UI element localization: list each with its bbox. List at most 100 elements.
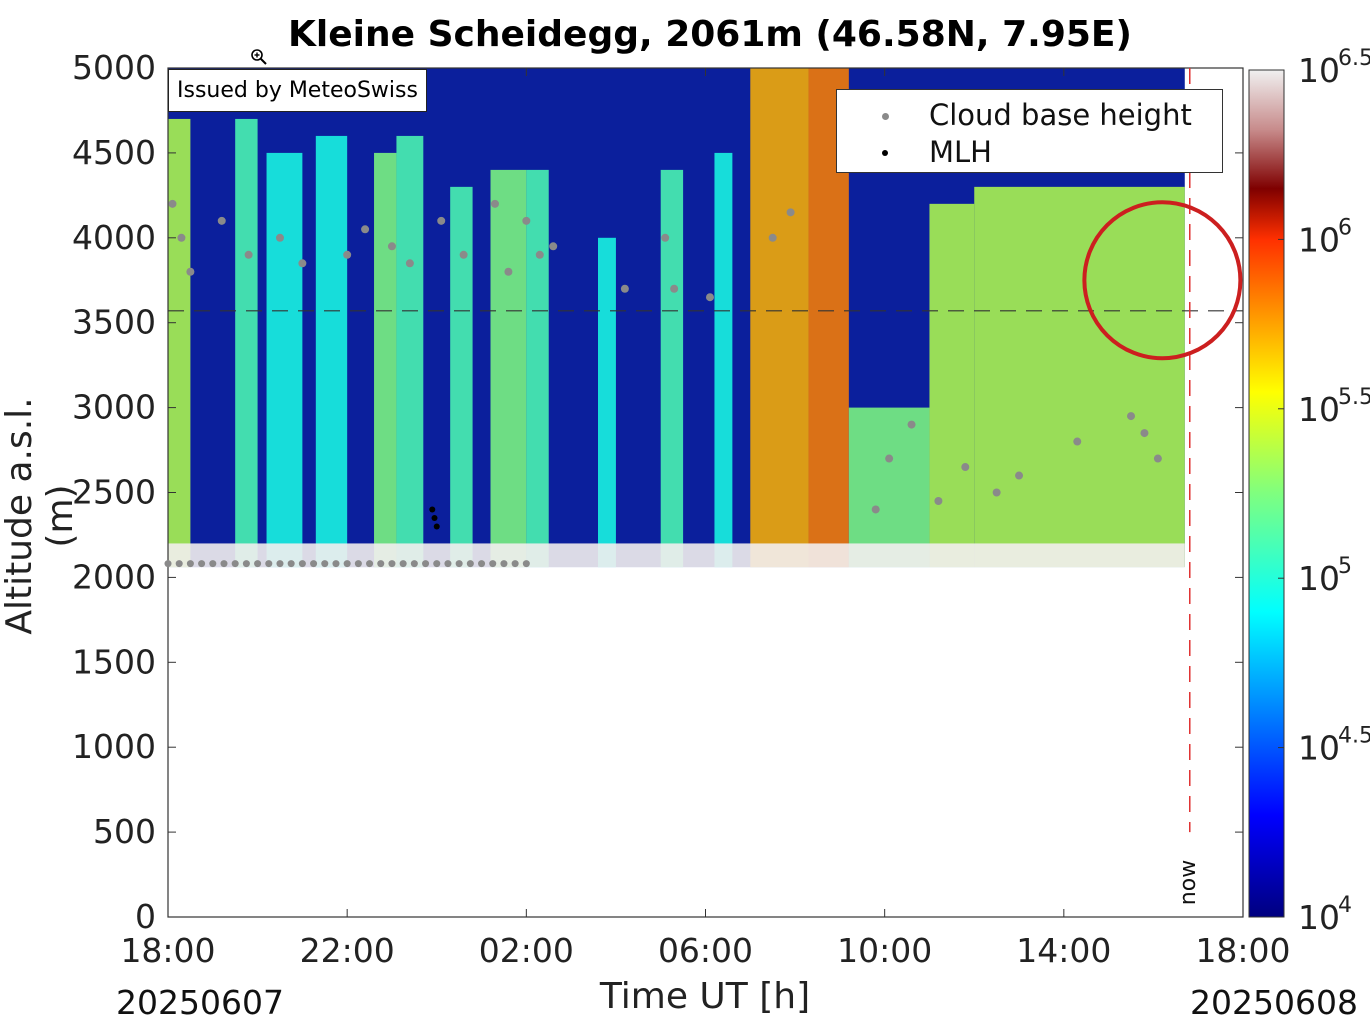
cloud-base-point (1127, 412, 1136, 421)
y-tick-label: 0 (135, 897, 156, 936)
y-tick-label: 4500 (72, 133, 156, 172)
cloud-base-point (620, 284, 629, 293)
colorbar-tick-exponent: 6.5 (1338, 46, 1370, 71)
cloud-base-point (478, 560, 486, 568)
colorbar-tick-exponent: 5.5 (1338, 385, 1370, 410)
signal-column (714, 152, 733, 568)
cloud-base-point (459, 250, 468, 259)
cloud-base-point (332, 560, 340, 568)
signal-column (490, 169, 527, 568)
cloud-base-point (961, 463, 970, 472)
cloud-base-point (377, 560, 385, 568)
gray-dot-icon (882, 113, 889, 120)
colorbar-tick-exponent: 6 (1338, 215, 1352, 240)
y-tick-label: 500 (93, 812, 156, 851)
cloud-base-point (242, 560, 250, 568)
colorbar-tick-exponent: 4 (1338, 893, 1352, 918)
legend-item-mlh: MLH (837, 133, 1222, 171)
cloud-base-point (871, 505, 880, 514)
end-date: 20250608 (1190, 983, 1358, 1022)
cloud-base-point (489, 560, 497, 568)
cloud-base-point (276, 560, 284, 568)
cloud-base-point (388, 560, 396, 568)
signal-column (235, 118, 258, 568)
signal-column (929, 203, 975, 568)
x-tick-label: 22:00 (300, 931, 395, 970)
cloud-base-point (549, 242, 558, 251)
x-tick-label: 02:00 (479, 931, 574, 970)
cloud-base-point (907, 420, 916, 429)
cloud-base-point (164, 560, 172, 568)
cloud-base-point (387, 242, 396, 251)
cloud-base-point (186, 560, 194, 568)
cloud-base-point (275, 233, 284, 242)
x-axis-label: Time UT [h] (599, 976, 811, 1017)
cloud-base-point (786, 208, 795, 217)
cloud-base-point (298, 560, 306, 568)
y-tick-label: 2500 (72, 473, 156, 512)
cloud-base-point (168, 199, 177, 208)
cloud-base-point (705, 293, 714, 302)
cloud-base-point (934, 496, 943, 505)
cloud-base-point (410, 560, 418, 568)
y-tick-label: 3500 (72, 303, 156, 342)
mlh-point (429, 506, 436, 513)
signal-column (168, 118, 191, 568)
legend-label: MLH (929, 135, 992, 169)
colorbar-tick-label: 10 (1298, 729, 1340, 768)
y-axis-label: Altitude a.s.l. (m) (0, 397, 81, 635)
mlh-point (431, 514, 438, 521)
y-tick-label: 5000 (72, 48, 156, 87)
y-tick-label: 3000 (72, 388, 156, 427)
cloud-base-point (437, 216, 446, 225)
y-tick-label: 1500 (72, 642, 156, 681)
legend-item-cloud-base: Cloud base height (837, 96, 1222, 134)
signal-column (598, 237, 616, 568)
cloud-base-point (217, 216, 226, 225)
annotation-circle (1082, 200, 1243, 361)
cloud-base-point (433, 560, 441, 568)
zoom-in-icon[interactable] (250, 48, 268, 66)
cloud-base-point (670, 284, 679, 293)
cloud-base-point (405, 259, 414, 268)
mlh-point (433, 523, 440, 530)
cloud-base-point (399, 560, 407, 568)
cloud-base-point (522, 216, 531, 225)
x-tick-label: 18:00 (1195, 931, 1290, 970)
y-tick-label: 1000 (72, 727, 156, 766)
signal-column (396, 135, 424, 568)
cloud-base-point (1015, 471, 1024, 480)
colorbar-tick-label: 10 (1298, 51, 1340, 90)
cloud-base-point (310, 560, 318, 568)
cloud-base-point (444, 560, 452, 568)
y-tick-label: 2000 (72, 557, 156, 596)
signal-column (974, 186, 1185, 568)
cloud-base-point (298, 259, 307, 268)
issued-by-label: Issued by MeteoSwiss (168, 69, 427, 112)
signal-column (750, 68, 809, 568)
signal-column (315, 135, 348, 568)
cloud-base-point (361, 225, 370, 234)
cloud-base-point (321, 560, 329, 568)
cloud-base-point (343, 250, 352, 259)
y-tick-label: 4000 (72, 218, 156, 257)
cloud-base-point (535, 250, 544, 259)
cloud-base-point (343, 560, 351, 568)
cloud-base-point (231, 560, 239, 568)
cloud-base-point (209, 560, 217, 568)
colorbar-tick-label: 10 (1298, 559, 1340, 598)
cloud-base-point (504, 267, 513, 276)
cloud-base-point (885, 454, 894, 463)
cloud-base-point (661, 233, 670, 242)
cloud-base-point (287, 560, 295, 568)
colorbar-tick-exponent: 4.5 (1338, 724, 1370, 749)
x-tick-label: 18:00 (120, 931, 215, 970)
cloud-base-point (244, 250, 253, 259)
black-dot-icon (882, 150, 888, 156)
colorbar-tick-label: 10 (1298, 390, 1340, 429)
cloud-base-point (522, 560, 530, 568)
cloud-base-point (1153, 454, 1162, 463)
signal-column (660, 169, 684, 568)
